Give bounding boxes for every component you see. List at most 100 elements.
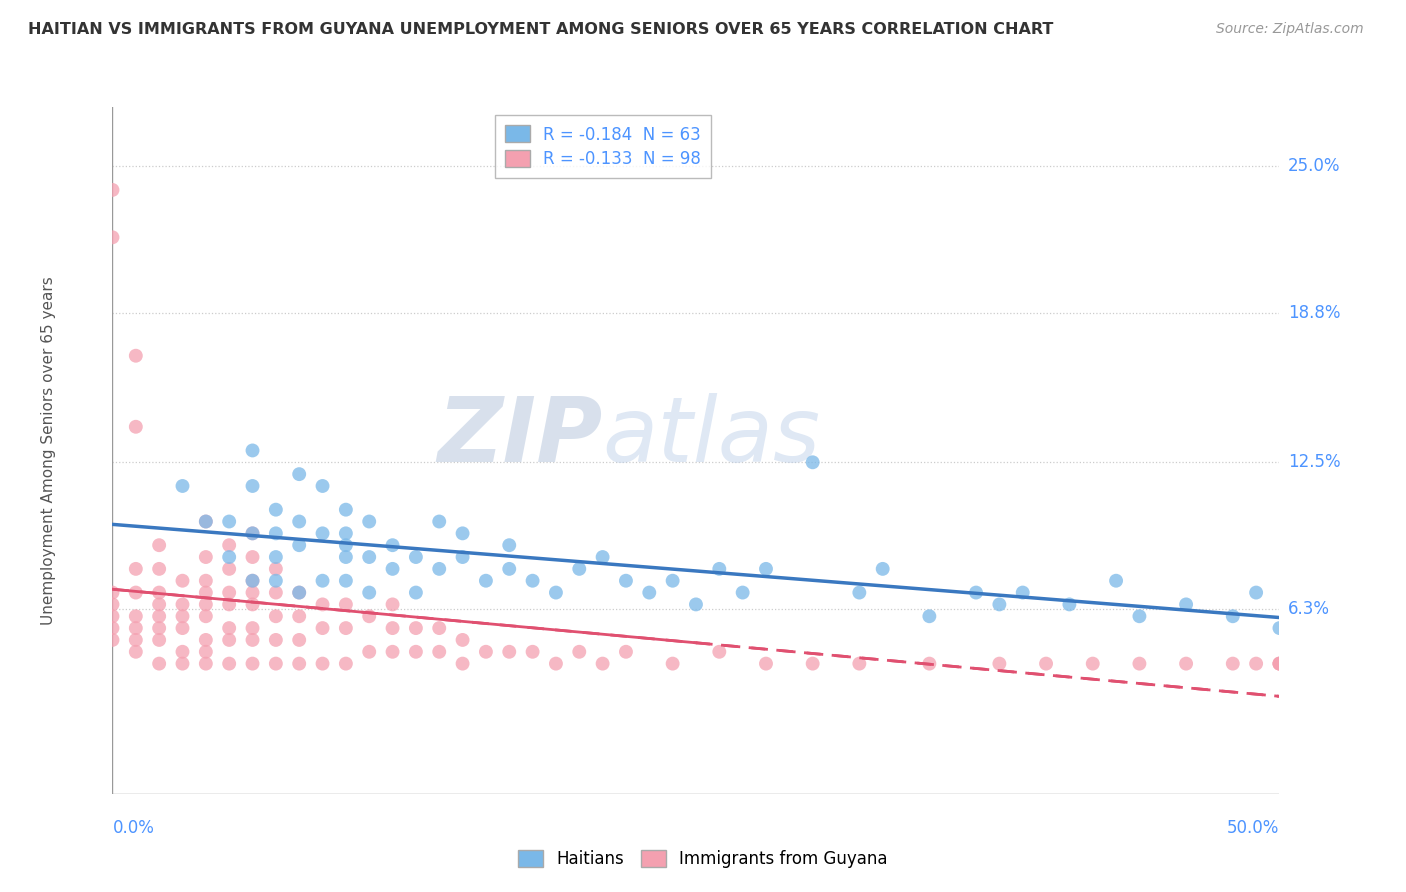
Point	[311, 574, 333, 588]
Point	[1059, 598, 1081, 612]
Point	[194, 657, 217, 671]
Point	[288, 467, 311, 482]
Point	[242, 585, 264, 599]
Point	[1081, 657, 1104, 671]
Point	[1268, 657, 1291, 671]
Point	[731, 585, 754, 599]
Point	[288, 657, 311, 671]
Point	[427, 645, 450, 659]
Point	[614, 574, 637, 588]
Point	[335, 621, 357, 635]
Point	[709, 645, 731, 659]
Point	[242, 598, 264, 612]
Point	[264, 632, 287, 647]
Legend: R = -0.184  N = 63, R = -0.133  N = 98: R = -0.184 N = 63, R = -0.133 N = 98	[495, 115, 710, 178]
Point	[451, 657, 474, 671]
Point	[1268, 621, 1291, 635]
Point	[288, 585, 311, 599]
Text: Unemployment Among Seniors over 65 years: Unemployment Among Seniors over 65 years	[41, 277, 56, 624]
Point	[101, 632, 124, 647]
Text: 18.8%: 18.8%	[1288, 304, 1340, 322]
Point	[125, 585, 148, 599]
Point	[125, 632, 148, 647]
Point	[194, 645, 217, 659]
Text: atlas: atlas	[603, 392, 821, 481]
Point	[218, 632, 240, 647]
Point	[1035, 657, 1057, 671]
Point	[172, 574, 194, 588]
Point	[335, 549, 357, 564]
Point	[148, 585, 170, 599]
Point	[148, 538, 170, 552]
Point	[242, 479, 264, 493]
Point	[101, 585, 124, 599]
Point	[405, 549, 427, 564]
Point	[544, 585, 567, 599]
Point	[988, 657, 1011, 671]
Point	[311, 598, 333, 612]
Point	[335, 538, 357, 552]
Point	[288, 632, 311, 647]
Point	[172, 479, 194, 493]
Point	[638, 585, 661, 599]
Point	[381, 645, 404, 659]
Point	[918, 609, 941, 624]
Point	[125, 609, 148, 624]
Text: 12.5%: 12.5%	[1288, 453, 1340, 471]
Point	[335, 526, 357, 541]
Point	[405, 645, 427, 659]
Point	[218, 562, 240, 576]
Point	[359, 549, 381, 564]
Point	[101, 621, 124, 635]
Point	[1222, 609, 1244, 624]
Point	[451, 526, 474, 541]
Point	[172, 621, 194, 635]
Point	[475, 645, 498, 659]
Point	[311, 621, 333, 635]
Point	[242, 443, 264, 458]
Point	[194, 515, 217, 529]
Point	[1268, 657, 1291, 671]
Point	[311, 657, 333, 671]
Point	[148, 632, 170, 647]
Point	[381, 621, 404, 635]
Point	[264, 657, 287, 671]
Point	[218, 515, 240, 529]
Point	[801, 657, 824, 671]
Point	[194, 549, 217, 564]
Point	[218, 585, 240, 599]
Point	[451, 549, 474, 564]
Point	[218, 657, 240, 671]
Point	[359, 585, 381, 599]
Point	[1128, 657, 1150, 671]
Point	[568, 562, 591, 576]
Point	[172, 645, 194, 659]
Point	[172, 657, 194, 671]
Point	[1244, 657, 1267, 671]
Point	[1244, 585, 1267, 599]
Point	[288, 609, 311, 624]
Point	[335, 657, 357, 671]
Point	[592, 657, 614, 671]
Legend: Haitians, Immigrants from Guyana: Haitians, Immigrants from Guyana	[512, 843, 894, 875]
Text: 50.0%: 50.0%	[1227, 819, 1279, 837]
Point	[101, 609, 124, 624]
Point	[101, 598, 124, 612]
Point	[264, 502, 287, 516]
Point	[1222, 657, 1244, 671]
Point	[661, 574, 683, 588]
Point	[427, 562, 450, 576]
Point	[709, 562, 731, 576]
Point	[311, 479, 333, 493]
Point	[264, 609, 287, 624]
Point	[148, 657, 170, 671]
Point	[427, 621, 450, 635]
Text: ZIP: ZIP	[437, 392, 603, 481]
Point	[381, 538, 404, 552]
Point	[359, 515, 381, 529]
Point	[148, 609, 170, 624]
Point	[242, 549, 264, 564]
Point	[194, 585, 217, 599]
Point	[125, 419, 148, 434]
Point	[288, 515, 311, 529]
